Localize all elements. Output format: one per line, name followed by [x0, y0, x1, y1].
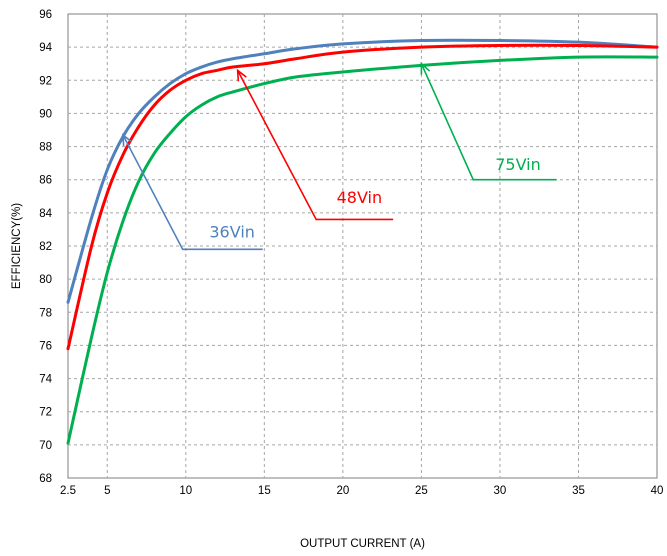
x-axis-title: OUTPUT CURRENT (A): [300, 538, 425, 550]
arrowhead-36vin: [122, 133, 133, 146]
y-tick-label: 72: [39, 407, 52, 419]
series-line-36vin: [66, 38, 659, 304]
leader-line-75vin: [420, 63, 557, 181]
curve-label-36vin: 36Vin: [209, 223, 255, 242]
y-tick-label: 76: [39, 340, 52, 352]
x-tick-label: 5: [104, 485, 110, 497]
x-tick-label: 25: [415, 485, 428, 497]
x-tick-label: 20: [336, 485, 349, 497]
arrowhead-48vin: [236, 68, 247, 82]
y-tick-label: 92: [39, 75, 52, 87]
y-tick-label: 84: [39, 208, 52, 220]
x-axis-tick-labels: 2.5 5 10 15 20 25 30 35 40: [60, 485, 663, 497]
series-line-48vin: [66, 43, 659, 351]
y-tick-label: 82: [39, 241, 52, 253]
y-tick-label: 70: [39, 440, 52, 452]
curve-label-48vin: 48Vin: [337, 188, 383, 207]
x-tick-label: 2.5: [60, 485, 76, 497]
arrowhead-75vin: [420, 61, 431, 75]
y-tick-label: 80: [39, 274, 52, 286]
series-line-75vin: [66, 55, 659, 445]
series-lines: [66, 38, 659, 445]
curve-label-75vin: 75Vin: [495, 155, 541, 174]
x-tick-label: 15: [258, 485, 271, 497]
y-tick-label: 78: [39, 307, 52, 319]
grid-lines: [68, 14, 657, 478]
curve-annotations: 36Vin 48Vin 75Vin: [122, 61, 557, 251]
y-axis-title: EFFICIENCY(%): [11, 203, 23, 289]
y-axis-tick-labels: 68 70 72 74 76 78 80 82 84 86 88 90 92 94 96: [39, 9, 52, 485]
x-tick-label: 30: [494, 485, 507, 497]
y-tick-label: 68: [39, 473, 52, 485]
leader-line-36vin: [122, 134, 263, 251]
x-tick-label: 40: [651, 485, 664, 497]
x-tick-label: 10: [179, 485, 192, 497]
y-tick-label: 90: [39, 108, 52, 120]
y-tick-label: 96: [39, 9, 52, 21]
y-tick-label: 86: [39, 175, 52, 187]
x-tick-label: 35: [572, 485, 585, 497]
y-tick-label: 88: [39, 142, 52, 154]
y-tick-label: 94: [39, 42, 52, 54]
leader-line-48vin: [236, 69, 394, 221]
y-tick-label: 74: [39, 374, 52, 386]
